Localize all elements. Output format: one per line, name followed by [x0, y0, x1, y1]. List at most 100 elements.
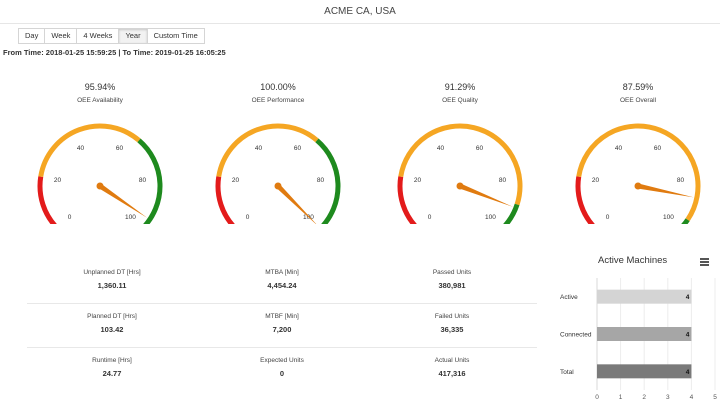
metric-unplanned-dt: Unplanned DT [Hrs] 1,360.11 [27, 269, 197, 290]
gauge-needle [459, 183, 514, 207]
metric-value: 0 [279, 369, 285, 378]
metric-label: MTBF [Min] [265, 313, 299, 320]
gauge-band-red [37, 176, 57, 224]
gauge-pivot [456, 182, 464, 190]
metric-label: Runtime [Hrs] [92, 357, 132, 364]
gauge-tick-label: 0 [606, 214, 610, 221]
metric-label: MTBA [Min] [265, 269, 299, 276]
chart-x-tick-label: 3 [666, 394, 670, 401]
gauge-band-red [215, 176, 235, 224]
page-title: ACME CA, USA [324, 6, 396, 17]
gauge-band-yellow [216, 123, 319, 178]
metric-failed-units: Failed Units 36,335 [367, 313, 537, 334]
gauge-value: 100.00% [260, 82, 296, 92]
gauge-tick-label: 20 [232, 177, 240, 184]
gauge-label: OEE Performance [251, 97, 305, 104]
gauge-tick-label: 0 [246, 214, 250, 221]
chart-bar [597, 327, 692, 341]
gauge-oee-quality: 91.29% OEE Quality 0 20 40 60 80 100 [390, 82, 530, 232]
gauge-dial: 0 20 40 60 80 100 [397, 123, 523, 224]
chart-data-label: 4 [686, 332, 690, 339]
metric-planned-dt: Planned DT [Hrs] 103.42 [27, 313, 197, 334]
metric-value: 24.77 [102, 369, 122, 378]
gauge-tick-label: 80 [139, 177, 147, 184]
chart-category-label: Total [560, 369, 574, 376]
tab-week[interactable]: Week [45, 29, 78, 43]
gauge-dial: 0 20 40 60 80 100 [575, 123, 701, 224]
tab-custom-time[interactable]: Custom Time [147, 29, 204, 43]
gauge-tick-label: 0 [428, 214, 432, 221]
time-range-tabs: Day Week 4 Weeks Year Custom Time [18, 28, 205, 44]
gauge-pivot [634, 182, 642, 190]
metric-value: 380,981 [438, 281, 466, 290]
gauge-label: OEE Availability [77, 97, 123, 104]
metric-mtbf: MTBF [Min] 7,200 [197, 313, 367, 334]
page-header: ACME CA, USA [0, 0, 720, 24]
hamburger-menu-icon[interactable] [700, 258, 709, 266]
gauge-tick-label: 40 [615, 145, 623, 152]
metric-label: Failed Units [434, 313, 470, 320]
gauge-band-yellow [38, 123, 141, 178]
metric-label: Unplanned DT [Hrs] [83, 269, 141, 276]
gauge-band-green [681, 218, 690, 224]
gauge-band-green [137, 138, 163, 224]
metric-value: 1,360.11 [97, 281, 127, 290]
gauge-label: OEE Overall [619, 97, 657, 104]
gauge-tick-label: 60 [476, 145, 484, 152]
metrics-table: Unplanned DT [Hrs] 1,360.11 MTBA [Min] 4… [27, 260, 537, 392]
metric-label: Passed Units [432, 269, 472, 276]
gauge-band-yellow [398, 123, 523, 206]
tab-year[interactable]: Year [119, 29, 148, 43]
metric-label: Planned DT [Hrs] [87, 313, 137, 320]
chart-title: Active Machines [598, 255, 668, 266]
gauge-value: 91.29% [444, 82, 476, 92]
metric-label: Actual Units [434, 357, 470, 364]
gauge-tick-label: 60 [116, 145, 124, 152]
gauge-tick-label: 80 [499, 177, 507, 184]
metrics-row: Runtime [Hrs] 24.77 Expected Units 0 Act… [27, 348, 537, 392]
gauge-tick-label: 100 [663, 214, 674, 221]
gauge-oee-availability: 95.94% OEE Availability 0 20 40 60 80 100 [30, 82, 170, 232]
gauge-pivot [274, 182, 282, 190]
gauge-tick-label: 100 [125, 214, 136, 221]
metrics-row: Planned DT [Hrs] 103.42 MTBF [Min] 7,200… [27, 304, 537, 348]
gauge-band-green [503, 203, 520, 224]
gauge-tick-label: 80 [317, 177, 325, 184]
gauge-oee-performance: 100.00% OEE Performance 0 20 40 60 80 100 [208, 82, 348, 232]
gauge-tick-label: 0 [68, 214, 72, 221]
gauge-tick-label: 40 [437, 145, 445, 152]
gauge-tick-label: 60 [654, 145, 662, 152]
tab-day[interactable]: Day [19, 29, 46, 43]
metric-value: 417,316 [438, 369, 466, 378]
metric-expected-units: Expected Units 0 [197, 357, 367, 378]
metrics-row: Unplanned DT [Hrs] 1,360.11 MTBA [Min] 4… [27, 260, 537, 304]
time-range-text: From Time: 2018-01-25 15:59:25 | To Time… [3, 48, 226, 57]
gauge-tick-label: 20 [54, 177, 62, 184]
gauge-tick-label: 100 [485, 214, 496, 221]
gauge-needle [637, 183, 694, 198]
chart-x-tick-label: 0 [595, 394, 599, 401]
gauge-dial: 0 20 40 60 80 100 [37, 123, 163, 224]
chart-bar [597, 364, 692, 379]
metric-value: 4,454.24 [267, 281, 297, 290]
chart-x-tick-label: 4 [690, 394, 694, 401]
gauge-tick-label: 80 [677, 177, 685, 184]
gauge-needle [276, 184, 317, 224]
gauge-oee-overall: 87.59% OEE Overall 0 20 40 60 80 100 [568, 82, 708, 232]
gauge-band-yellow [576, 123, 701, 222]
gauge-tick-label: 60 [294, 145, 302, 152]
gauge-band-red [397, 176, 417, 224]
chart-x-tick-label: 1 [619, 394, 623, 401]
gauge-band-green [315, 138, 341, 224]
metric-runtime: Runtime [Hrs] 24.77 [27, 357, 197, 378]
chart-category-label: Connected [560, 332, 592, 339]
gauge-label: OEE Quality [442, 97, 478, 104]
metric-actual-units: Actual Units 417,316 [367, 357, 537, 378]
gauge-value: 87.59% [622, 82, 654, 92]
metric-value: 103.42 [100, 325, 124, 334]
chart-category-label: Active [560, 294, 578, 301]
metric-value: 36,335 [440, 325, 464, 334]
tab-4-weeks[interactable]: 4 Weeks [77, 29, 120, 43]
chart-bar [597, 289, 692, 304]
gauge-pivot [96, 182, 104, 190]
